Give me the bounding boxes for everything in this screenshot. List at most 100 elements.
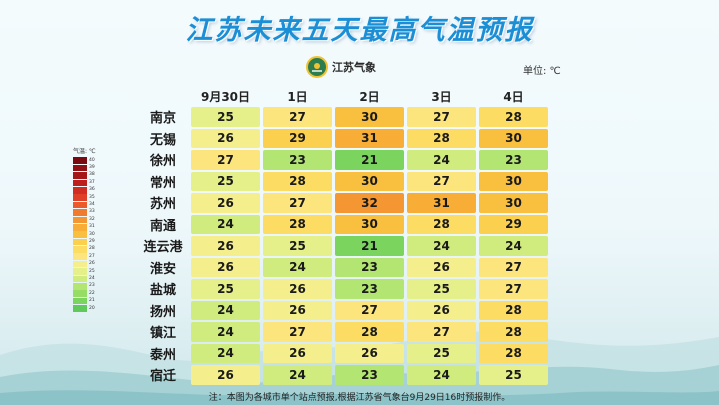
legend-swatch: [73, 157, 87, 164]
temperature-cell: 28: [479, 107, 548, 127]
unit-label: 单位: ℃: [523, 66, 561, 77]
table-row: 盐城 25 26 23 25 27: [138, 279, 548, 299]
legend-level: 24: [73, 275, 107, 283]
legend-label: 21: [89, 298, 95, 304]
legend-swatch: [73, 283, 87, 290]
temperature-cell: 30: [335, 107, 404, 127]
legend-swatch: [73, 209, 87, 216]
temperature-cell: 28: [263, 214, 332, 234]
legend-label: 37: [89, 179, 95, 185]
legend-label: 36: [89, 187, 95, 193]
legend-label: 20: [89, 305, 95, 311]
legend-swatch: [73, 231, 87, 238]
page-title: 江苏未来五天最高气温预报: [185, 15, 534, 46]
city-name: 宿迁: [149, 369, 176, 385]
legend-label: 30: [89, 231, 95, 237]
footnote: 注：本图为各城市单个站点预报,根据江苏省气象台9月29日16时预报制作。: [208, 393, 511, 403]
legend-title: 气温: ℃: [73, 148, 96, 155]
legend-label: 25: [89, 268, 95, 274]
legend-label: 23: [89, 283, 95, 289]
temperature-cell: 30: [479, 193, 548, 213]
legend-swatch: [73, 297, 87, 305]
legend-swatch: [73, 260, 87, 268]
temperature-cell: 25: [407, 279, 476, 299]
temperature-cell: 24: [407, 236, 476, 256]
temperature-cell: 27: [191, 150, 260, 170]
temperature-cell: 27: [479, 279, 548, 299]
table-row: 淮安 26 24 23 26 27: [138, 257, 548, 277]
legend-label: 33: [89, 209, 95, 215]
temperature-cell: 24: [263, 365, 332, 385]
temperature-cell: 25: [191, 279, 260, 299]
legend-level: 37: [73, 179, 107, 187]
column-header: 4日: [503, 90, 524, 104]
corner-cell: [138, 88, 188, 105]
temperature-cell: 24: [407, 150, 476, 170]
temperature-cell: 31: [407, 193, 476, 213]
temperature-cell: 28: [479, 300, 548, 320]
table-row: 徐州 27 23 21 24 23: [138, 150, 548, 170]
temperature-cell: 26: [191, 128, 260, 148]
table-row: 泰州 24 26 26 25 28: [138, 343, 548, 363]
legend-level: 33: [73, 209, 107, 216]
table-row: 扬州 24 26 27 26 28: [138, 300, 548, 320]
temperature-cell: 28: [407, 128, 476, 148]
legend-swatch: [73, 179, 87, 187]
legend-swatch: [73, 290, 87, 298]
legend-level: 27: [73, 253, 107, 261]
temperature-cell: 24: [191, 322, 260, 342]
temperature-cell: 28: [407, 214, 476, 234]
temperature-cell: 27: [479, 257, 548, 277]
legend-level: 21: [73, 297, 107, 305]
temperature-cell: 26: [263, 279, 332, 299]
temperature-cell: 31: [335, 128, 404, 148]
temperature-cell: 24: [407, 365, 476, 385]
city-name: 常州: [149, 175, 176, 191]
city-name: 淮安: [149, 261, 176, 277]
temperature-cell: 21: [335, 236, 404, 256]
legend-swatch: [73, 216, 87, 224]
temperature-cell: 24: [191, 214, 260, 234]
legend-level: 32: [73, 216, 107, 224]
legend-label: 28: [89, 246, 95, 252]
table-row: 常州 25 28 30 27 30: [138, 171, 548, 191]
legend-level: 22: [73, 290, 107, 298]
temperature-cell: 25: [479, 365, 548, 385]
city-name: 镇江: [149, 326, 176, 342]
legend-label: 39: [89, 165, 95, 171]
temperature-cell: 23: [479, 150, 548, 170]
temperature-cell: 24: [263, 257, 332, 277]
temperature-cell: 23: [263, 150, 332, 170]
legend-label: 34: [89, 202, 95, 208]
temperature-cell: 26: [407, 300, 476, 320]
temperature-cell: 27: [263, 322, 332, 342]
temperature-cell: 27: [263, 107, 332, 127]
city-name: 扬州: [149, 304, 176, 320]
temperature-cell: 23: [335, 257, 404, 277]
legend-level: 39: [73, 164, 107, 172]
legend-swatch: [73, 253, 87, 261]
jiangsu-meteorology-emblem-icon: [306, 56, 328, 78]
legend-label: 31: [89, 224, 95, 230]
temperature-cell: 32: [335, 193, 404, 213]
legend-scale: 40 39 38 37 36 35 34 33 32 31 30 29 28 27 26 25 24 23 22 21…: [73, 157, 107, 312]
logo: 江苏气象: [306, 56, 376, 78]
city-name: 无锡: [149, 132, 176, 148]
legend-level: 38: [73, 172, 107, 179]
city-name: 苏州: [149, 197, 176, 213]
temperature-cell: 27: [407, 171, 476, 191]
table-row: 苏州 26 27 32 31 30: [138, 193, 548, 213]
temperature-cell: 25: [191, 107, 260, 127]
temperature-cell: 29: [479, 214, 548, 234]
legend-swatch: [73, 223, 87, 231]
temperature-cell: 27: [407, 322, 476, 342]
legend-swatch: [73, 201, 87, 209]
temperature-cell: 26: [263, 343, 332, 363]
legend-level: 31: [73, 223, 107, 231]
legend-level: 35: [73, 194, 107, 201]
legend-level: 29: [73, 238, 107, 246]
header-row: 9月30日 1日 2日 3日 4日: [138, 88, 548, 105]
legend-swatch: [73, 164, 87, 172]
temperature-cell: 27: [407, 107, 476, 127]
